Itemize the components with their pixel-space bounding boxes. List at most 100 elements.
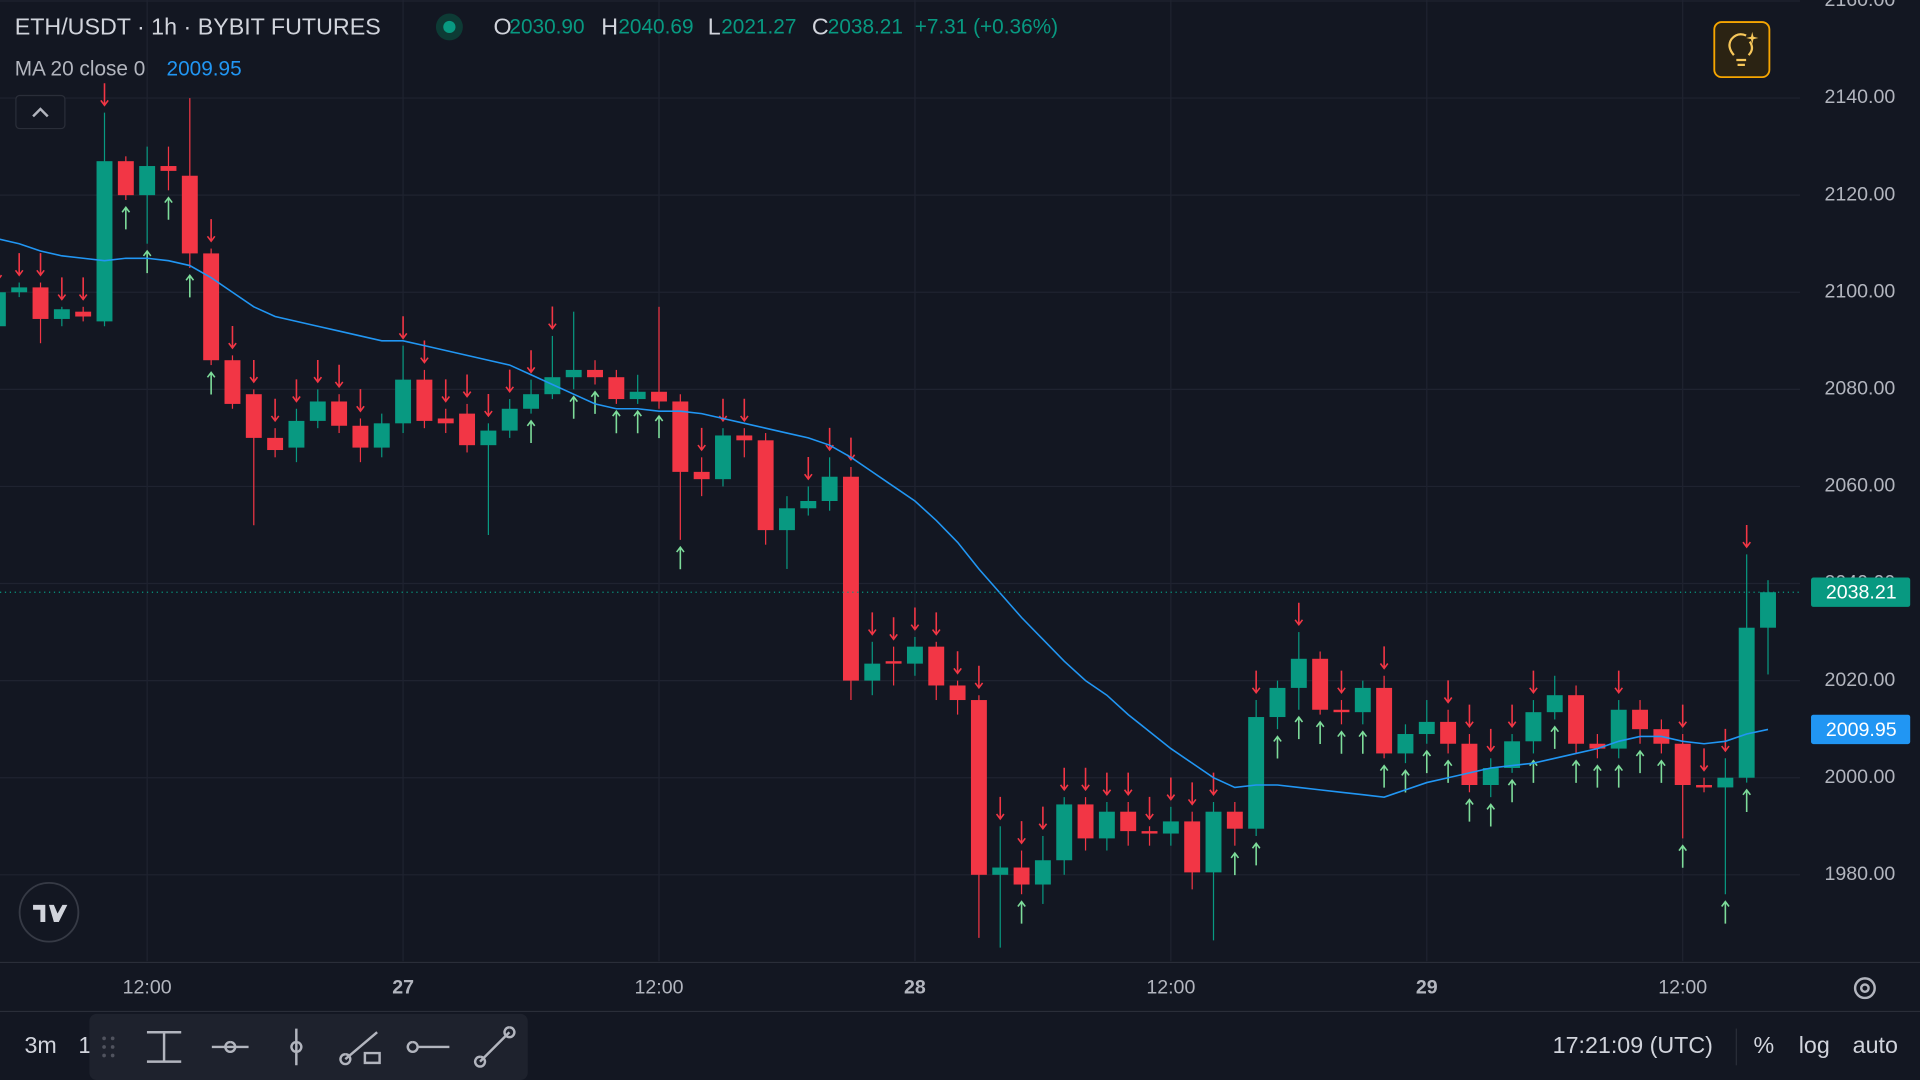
sell-signal (1145, 796, 1154, 821)
buy-signal (1507, 778, 1517, 803)
sell-signal (0, 274, 3, 279)
candle-body (1504, 741, 1521, 769)
sell-signal (740, 398, 749, 423)
buy-signal (1358, 730, 1368, 754)
candle-body (416, 379, 433, 421)
ohlc-value: 2040.69 (618, 16, 693, 39)
candle-body (224, 360, 241, 404)
candle-body (203, 253, 220, 361)
candle-body (864, 663, 881, 681)
buy-signal (1230, 851, 1240, 876)
sell-signal (78, 277, 88, 301)
sell-signal (1443, 680, 1453, 704)
ohlc-letter: O (493, 13, 511, 39)
candle-body (1760, 592, 1776, 628)
buy-signal (569, 395, 579, 419)
candle-body (96, 161, 113, 322)
candle-body (11, 287, 28, 293)
candle-body (1525, 712, 1542, 742)
sell-signal (1059, 767, 1069, 792)
candle-body (1248, 717, 1265, 829)
sell-signal (1123, 772, 1133, 796)
candle-body (1717, 777, 1734, 788)
sell-signal (484, 393, 493, 418)
sell-signal (1102, 772, 1112, 796)
tool-icon[interactable] (473, 1026, 516, 1068)
candle-body (906, 646, 923, 664)
y-tick-label: 2000.00 (1824, 766, 1895, 788)
buy-signal (1379, 764, 1389, 788)
buy-signal (1614, 764, 1624, 788)
sell-signal (1251, 670, 1261, 695)
interval[interactable]: 3m (24, 1032, 56, 1058)
sell-signal (1379, 646, 1389, 670)
sell-signal (1742, 525, 1751, 549)
sell-signal (1166, 777, 1176, 801)
candle-body (1226, 811, 1243, 829)
y-tick-label: 2060.00 (1824, 475, 1895, 497)
buy-signal (1422, 749, 1432, 774)
sell-signal (420, 340, 429, 364)
sell-signal (462, 374, 472, 398)
y-tick-label: 2160.00 (1824, 0, 1895, 11)
buy-signal (612, 409, 621, 434)
sell-signal (292, 379, 301, 403)
sell-signal (100, 83, 109, 107)
sell-signal (1678, 704, 1688, 729)
candle-body (949, 685, 966, 701)
candle-body (1056, 804, 1073, 861)
indicator-name[interactable]: MA 20 close 0 (15, 57, 146, 80)
buy-signal (526, 419, 536, 444)
collapse-button[interactable] (15, 94, 66, 130)
idea-button[interactable] (1713, 21, 1771, 79)
auto-toggle[interactable]: auto (1853, 1032, 1898, 1058)
ma-price-tag (1811, 714, 1911, 745)
candle-body (651, 391, 667, 402)
tool-icon[interactable] (290, 1028, 303, 1066)
candle-body (587, 369, 603, 378)
candle-body (821, 476, 838, 502)
buy-signal (590, 390, 600, 414)
tool-icon[interactable] (211, 1040, 249, 1053)
buy-signal (142, 249, 152, 274)
log-toggle[interactable]: log (1799, 1032, 1830, 1058)
buy-signal (1401, 769, 1410, 793)
buy-signal (1550, 725, 1560, 749)
sell-signal (36, 253, 45, 277)
tool-icon[interactable] (406, 1040, 450, 1053)
candle-body (1632, 709, 1649, 730)
candle-body (1034, 860, 1051, 885)
tool-icon[interactable] (146, 1031, 182, 1063)
candle-body (1461, 743, 1478, 786)
logo[interactable] (18, 881, 80, 943)
x-tick-label: 27 (392, 976, 414, 998)
candle-body (331, 401, 348, 426)
candle-body (1610, 709, 1627, 749)
sell-signal (697, 427, 706, 452)
sell-signal (526, 350, 536, 374)
candle-body (842, 476, 859, 681)
sell-signal (1614, 670, 1624, 695)
settings-icon[interactable] (1853, 977, 1876, 1000)
ohlc-value: 2038.21 (828, 16, 903, 39)
candle-body (800, 501, 817, 509)
clock: 17:21:09 (UTC) (1553, 1032, 1713, 1058)
y-tick-label: 1980.00 (1824, 863, 1895, 885)
candle-body (1205, 811, 1222, 873)
x-tick-label: 29 (1416, 976, 1438, 998)
sell-signal (803, 457, 813, 481)
y-tick-label: 2120.00 (1824, 183, 1895, 205)
interval-partial[interactable]: 1 (78, 1032, 91, 1058)
candle-body (53, 309, 70, 319)
percent-toggle[interactable]: % (1753, 1032, 1774, 1058)
last-price-tag (1811, 577, 1911, 607)
candle-body (1098, 811, 1115, 839)
tool-icon[interactable] (339, 1031, 381, 1066)
sell-signal (1486, 728, 1496, 753)
candle-body (992, 867, 1009, 875)
buy-signal (1465, 798, 1474, 822)
buy-signal (1657, 759, 1666, 783)
sell-signal (249, 359, 259, 384)
buy-signal (1571, 759, 1581, 783)
